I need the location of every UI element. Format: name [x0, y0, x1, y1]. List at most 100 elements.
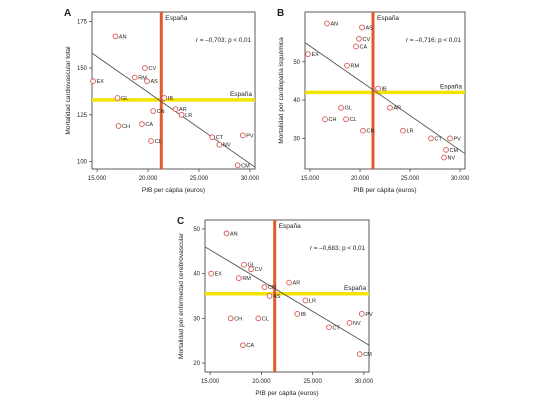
x-tick-label: 25.000	[401, 176, 420, 182]
data-point	[172, 106, 179, 113]
vline-label: España	[279, 223, 301, 230]
data-point-label: NV	[448, 156, 456, 162]
data-point	[139, 121, 145, 127]
panel-c: C 15.000 20.000 25.000 30.000 20 30 40 50 PIB per…	[177, 216, 374, 397]
plot-frame	[91, 11, 256, 170]
data-point-label: AN	[119, 34, 127, 40]
data-point	[356, 351, 363, 357]
y-axis-title: Mortalidad por cardiopatía isquémica	[278, 37, 285, 144]
y-tick-label: 175	[77, 19, 88, 25]
data-point-label: CA	[360, 44, 368, 50]
data-point-label: CN	[367, 129, 375, 135]
data-point-label: AN	[230, 231, 238, 237]
plot-frame	[304, 11, 466, 170]
data-point-label: NV	[223, 143, 231, 149]
y-axis-title: Mortalidad por enfermedad cerebrovascula…	[178, 232, 185, 359]
data-point-label: CM	[363, 352, 372, 358]
data-point-label: IB	[382, 87, 388, 93]
data-point-label: CA	[145, 122, 153, 128]
data-point	[387, 104, 393, 111]
data-point-label: CH	[329, 117, 337, 123]
x-axis-title: PIB per cápita (euros)	[353, 187, 416, 194]
data-point-label: AN	[331, 21, 339, 27]
y-tick-label: 150	[77, 66, 88, 72]
data-point	[343, 116, 349, 123]
data-point	[223, 230, 230, 237]
data-point	[227, 315, 234, 322]
vline-label: España	[165, 15, 187, 22]
data-point	[150, 108, 156, 114]
data-point-label: LR	[185, 113, 192, 119]
data-point-label: EX	[312, 52, 320, 58]
data-point	[400, 127, 406, 134]
data-point-label: RM	[351, 64, 360, 70]
data-point-label: CL	[262, 316, 269, 322]
data-point-label: CA	[246, 343, 254, 349]
correlation-annotation: r = –0,716; p < 0,01	[406, 37, 461, 44]
y-tick-label: 50	[193, 227, 200, 233]
data-point-label: CV	[363, 37, 371, 43]
data-point-label: CV	[255, 267, 263, 273]
x-tick-label: 20.000	[351, 176, 370, 182]
panel-label: A	[64, 8, 71, 19]
data-point	[114, 95, 121, 101]
data-point	[324, 20, 330, 27]
data-point	[255, 315, 262, 322]
panel-label: B	[277, 8, 284, 19]
data-point-label: LR	[309, 298, 316, 304]
y-tick-label: 20	[193, 361, 200, 367]
data-point-label: CT	[435, 136, 443, 142]
data-point-label: AS	[366, 25, 374, 31]
data-point	[294, 311, 301, 317]
regression-line	[304, 42, 466, 155]
data-point	[90, 78, 96, 85]
data-point-label: IB	[168, 96, 174, 102]
data-point	[239, 132, 246, 139]
data-point-label: GL	[121, 96, 128, 102]
y-tick-label: 40	[293, 98, 300, 104]
data-point	[234, 162, 241, 169]
data-point	[338, 104, 344, 111]
data-point-label: CN	[157, 109, 165, 115]
x-axis-title: PIB per cápita (euros)	[142, 187, 205, 194]
y-tick-label: 50	[293, 60, 300, 66]
x-tick-label: 20.000	[139, 176, 158, 182]
data-point-label: PV	[246, 133, 254, 139]
x-axis-title: PIB per cápita (euros)	[255, 390, 318, 397]
data-point	[360, 127, 366, 134]
x-tick-label: 15.000	[301, 176, 320, 182]
data-point-label: CL	[350, 117, 357, 123]
y-tick-label: 30	[193, 316, 200, 322]
data-point	[240, 342, 246, 349]
data-point	[148, 138, 154, 144]
data-point	[144, 78, 150, 85]
data-point	[447, 135, 453, 142]
y-tick-label: 40	[193, 272, 200, 278]
x-tick-label: 25.000	[303, 379, 322, 385]
data-point	[356, 35, 362, 42]
data-point	[115, 123, 122, 129]
data-point	[266, 293, 273, 299]
data-point-label: IB	[301, 312, 307, 318]
data-point-label: AR	[179, 107, 187, 113]
data-point-label: CH	[122, 124, 130, 130]
data-point	[375, 85, 381, 92]
data-point-label: PV	[454, 136, 462, 142]
data-point	[142, 65, 148, 71]
data-point	[443, 147, 449, 153]
data-point-label: CN	[268, 285, 276, 291]
hline-label: España	[344, 285, 366, 292]
data-point	[235, 275, 242, 281]
x-tick-label: 25.000	[190, 176, 209, 182]
x-tick-label: 15.000	[88, 176, 107, 182]
data-point	[441, 154, 447, 161]
data-point	[248, 266, 254, 273]
data-point	[353, 43, 359, 50]
data-point	[208, 270, 215, 277]
data-point	[261, 284, 268, 290]
x-tick-label: 20.000	[252, 379, 271, 385]
x-tick-label: 15.000	[201, 379, 220, 385]
data-point	[216, 141, 223, 148]
data-point	[178, 111, 185, 118]
